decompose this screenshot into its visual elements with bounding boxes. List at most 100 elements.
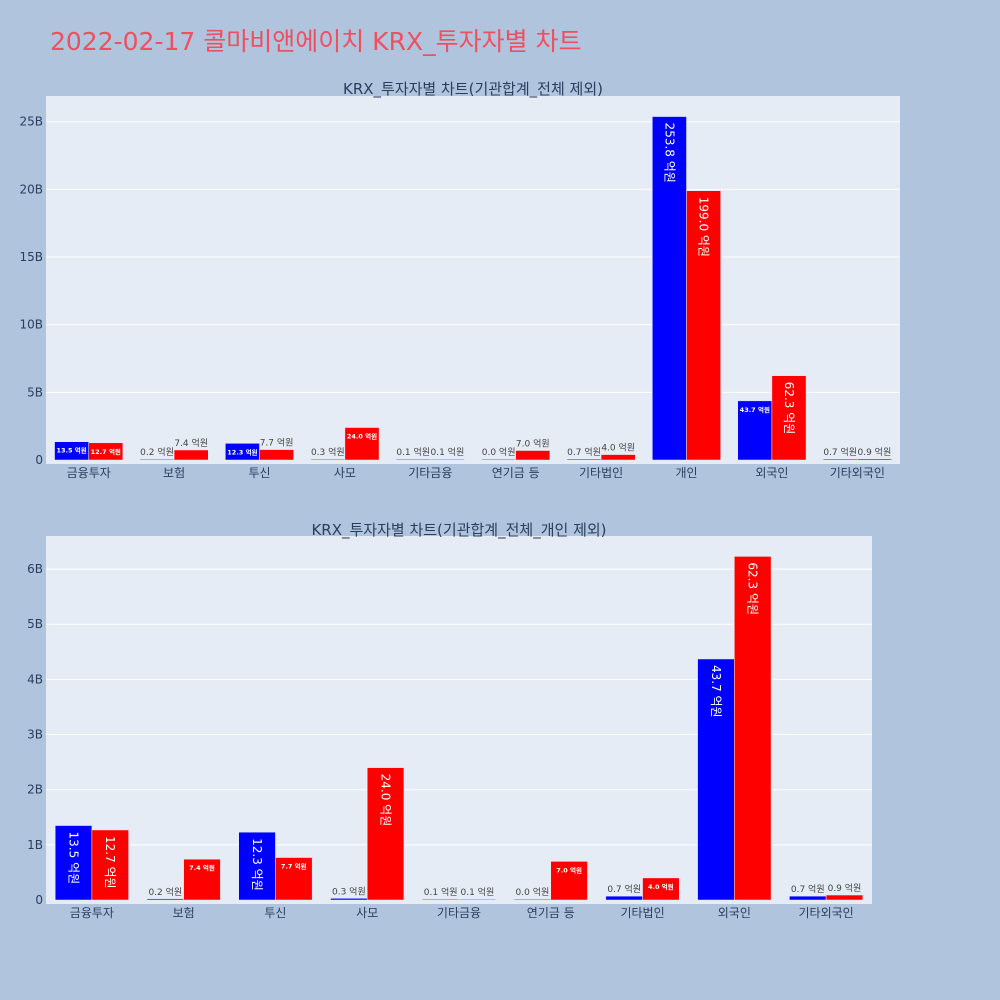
bar	[344, 427, 380, 461]
bar-label: 12.3 억원	[250, 838, 264, 891]
x-tick-label: 기타외국인	[799, 906, 854, 920]
bar-label: 7.7 억원	[281, 862, 307, 871]
bar-label: 7.7 억원	[260, 437, 294, 449]
bar-label: 4.0 억원	[601, 442, 635, 454]
bar-label: 0.1 억원	[396, 446, 430, 458]
bar-label: 0.3 억원	[332, 885, 366, 897]
x-tick-label: 연기금 등	[492, 466, 540, 480]
bar	[513, 898, 552, 901]
bar	[146, 898, 184, 901]
y-tick-label: 0	[35, 453, 43, 467]
y-tick-label: 0	[35, 893, 43, 907]
x-tick-label: 금융투자	[67, 466, 111, 480]
y-tick-label: 2B	[27, 783, 43, 797]
bar-label: 0.2 억원	[148, 886, 182, 898]
bar-label: 7.0 억원	[516, 438, 550, 450]
y-tick-label: 6B	[27, 562, 43, 576]
bar	[422, 898, 460, 901]
bar	[857, 458, 892, 461]
bar	[275, 857, 313, 901]
x-tick-label: 기타금융	[408, 466, 452, 480]
bar-label: 0.9 억원	[828, 882, 862, 894]
bar-label: 12.7 억원	[103, 836, 117, 889]
bar	[54, 825, 93, 901]
bar	[789, 895, 827, 901]
bar-label: 24.0 억원	[347, 432, 377, 441]
y-tick-label: 25B	[19, 115, 43, 129]
bar-label: 62.3 억원	[782, 382, 796, 435]
x-tick-label: 기타법인	[620, 906, 664, 920]
bar	[600, 454, 636, 461]
y-tick-label: 1B	[27, 838, 43, 852]
x-tick-label: 보험	[173, 906, 195, 920]
bar-label: 43.7 억원	[709, 665, 723, 718]
bar-label: 0.0 억원	[516, 886, 550, 898]
bar	[642, 877, 680, 901]
bar	[458, 898, 496, 901]
chart-top: KRX_투자자별 차트(기관합계_전체 제외) 0 5B 10B 15B 20B 25B 13…	[19, 80, 900, 480]
bar-label: 12.3 억원	[227, 447, 257, 456]
y-tick-label: 5B	[27, 617, 43, 631]
bar-label: 253.8 억원	[662, 123, 676, 183]
bar	[366, 767, 405, 901]
chart-bottom: KRX_투자자별 차트(기관합계_전체_개인 제외) 0 1B 2B 3B 4B 5B 6B 1…	[27, 521, 872, 920]
x-tick-label: 기타외국인	[830, 466, 885, 480]
x-tick-label: 보험	[163, 466, 185, 480]
x-tick-label: 연기금 등	[527, 906, 575, 920]
x-tick-label: 사모	[334, 466, 356, 480]
bar-label: 7.0 억원	[556, 865, 582, 874]
bar-label: 0.1 억원	[460, 886, 494, 898]
bar-label: 199.0 억원	[697, 197, 711, 257]
bar-label: 13.5 억원	[67, 832, 81, 885]
bar-label: 0.3 억원	[311, 446, 345, 458]
bar-label: 0.9 억원	[858, 446, 892, 458]
bar	[737, 400, 773, 461]
page-title: 2022-02-17 콜마비앤에이치 KRX_투자자별 차트	[50, 27, 582, 56]
bar	[183, 858, 221, 901]
x-tick-label: 투신	[248, 466, 270, 480]
bar	[330, 898, 368, 901]
bar-label: 0.7 억원	[823, 446, 857, 458]
bar-label: 0.1 억원	[431, 446, 465, 458]
bar-label: 0.0 억원	[482, 446, 516, 458]
bar	[259, 449, 294, 461]
bar-label: 43.7 억원	[740, 405, 770, 414]
bar-label: 24.0 억원	[379, 774, 393, 827]
bar	[771, 375, 807, 461]
bar-label: 12.7 억원	[91, 447, 121, 456]
bar-label: 13.5 억원	[56, 446, 86, 455]
bar	[652, 116, 687, 461]
bar	[605, 895, 643, 901]
bar-label: 7.4 억원	[189, 863, 215, 872]
bar	[91, 829, 129, 901]
x-tick-label: 금융투자	[70, 906, 114, 920]
x-tick-label: 사모	[356, 906, 378, 920]
x-tick-label: 투신	[264, 906, 286, 920]
y-tick-label: 15B	[19, 250, 43, 264]
bar	[173, 449, 209, 461]
bar	[734, 556, 772, 901]
bar	[825, 894, 864, 901]
bar	[550, 861, 588, 901]
bar	[697, 658, 735, 901]
bar-label: 0.7 억원	[791, 883, 825, 895]
bar-label: 62.3 억원	[746, 562, 760, 615]
bar-label: 7.4 억원	[174, 437, 208, 449]
x-tick-label: 외국인	[755, 466, 788, 480]
bar-label: 0.7 억원	[567, 446, 601, 458]
y-tick-label: 10B	[19, 318, 43, 332]
y-tick-label: 4B	[27, 672, 43, 686]
y-tick-label: 5B	[27, 385, 43, 399]
bar-label: 0.1 억원	[424, 886, 458, 898]
y-tick-label: 3B	[27, 728, 43, 742]
y-tick-label: 20B	[19, 182, 43, 196]
chart-title: KRX_투자자별 차트(기관합계_전체_개인 제외)	[311, 521, 606, 540]
bar	[686, 190, 721, 461]
x-tick-label: 기타금융	[437, 906, 481, 920]
bar	[88, 442, 124, 461]
bar-label: 0.7 억원	[607, 883, 641, 895]
x-tick-label: 외국인	[718, 906, 751, 920]
x-tick-label: 기타법인	[579, 466, 623, 480]
x-tick-label: 개인	[675, 466, 697, 480]
bar-label: 4.0 억원	[648, 882, 674, 891]
